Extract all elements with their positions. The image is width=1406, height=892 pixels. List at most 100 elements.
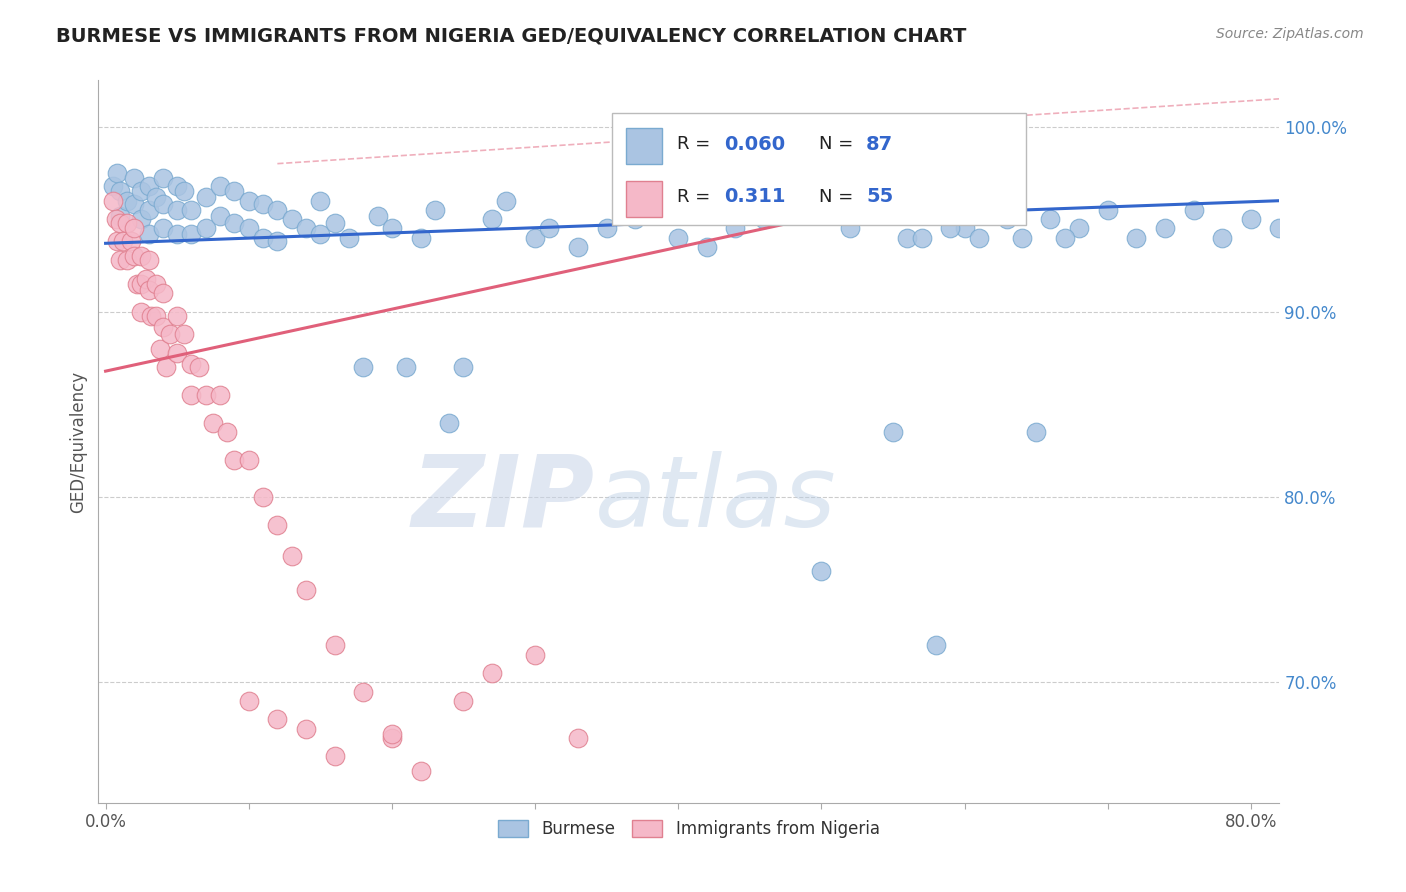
Point <box>138 202 160 217</box>
Text: 55: 55 <box>866 187 893 206</box>
Text: R =: R = <box>678 188 716 206</box>
Point <box>967 231 990 245</box>
Point <box>423 202 446 217</box>
Point <box>108 216 131 230</box>
Point <box>141 309 163 323</box>
Point <box>152 197 174 211</box>
Point <box>567 731 589 745</box>
Point <box>868 202 890 217</box>
Point <box>115 252 138 267</box>
Point <box>1053 231 1076 245</box>
Point <box>453 360 475 375</box>
Point <box>925 638 948 652</box>
Point <box>131 305 153 319</box>
Text: R =: R = <box>678 136 716 153</box>
Point <box>953 221 976 235</box>
Point <box>381 727 404 741</box>
Point <box>1097 202 1119 217</box>
Point <box>138 227 160 241</box>
Point <box>166 178 188 193</box>
Point <box>409 764 432 779</box>
Point <box>131 249 153 263</box>
Point <box>1326 212 1348 227</box>
FancyBboxPatch shape <box>612 112 1025 225</box>
Point <box>122 221 145 235</box>
Point <box>295 722 318 736</box>
Point <box>120 235 142 249</box>
Point <box>194 190 217 204</box>
Point <box>131 277 153 291</box>
Point <box>138 178 160 193</box>
Point <box>131 185 153 199</box>
Text: ZIP: ZIP <box>412 450 595 548</box>
Point <box>224 453 246 467</box>
Point <box>173 327 195 342</box>
Point <box>217 425 239 440</box>
Point <box>1067 221 1090 235</box>
Point <box>538 221 561 235</box>
Point <box>939 221 962 235</box>
Point <box>1125 231 1147 245</box>
Point <box>1211 231 1233 245</box>
Point <box>1296 231 1319 245</box>
Point <box>724 221 747 235</box>
Point <box>1182 202 1205 217</box>
Point <box>252 197 274 211</box>
Point <box>145 277 167 291</box>
Point <box>166 227 188 241</box>
Point <box>337 231 360 245</box>
Point <box>295 221 318 235</box>
Point <box>152 221 174 235</box>
Point <box>108 252 131 267</box>
Point <box>145 190 167 204</box>
Point <box>266 517 288 532</box>
Point <box>209 209 232 223</box>
Point <box>101 194 124 208</box>
Point <box>352 684 374 698</box>
Point <box>138 283 160 297</box>
Point <box>624 212 647 227</box>
Point <box>125 277 148 291</box>
Text: Source: ZipAtlas.com: Source: ZipAtlas.com <box>1216 27 1364 41</box>
Point <box>1240 212 1263 227</box>
Point <box>280 549 302 564</box>
Point <box>910 231 932 245</box>
Text: N =: N = <box>818 188 859 206</box>
Point <box>768 202 790 217</box>
Point <box>105 166 128 180</box>
Y-axis label: GED/Equivalency: GED/Equivalency <box>69 370 87 513</box>
Point <box>309 227 332 241</box>
Point <box>152 171 174 186</box>
Point <box>194 388 217 402</box>
Point <box>1011 231 1033 245</box>
Point <box>180 388 202 402</box>
Point <box>323 638 346 652</box>
Point <box>131 212 153 227</box>
Point <box>1025 425 1047 440</box>
Point <box>395 360 418 375</box>
Point <box>122 171 145 186</box>
Point <box>1268 221 1291 235</box>
Point <box>135 271 157 285</box>
Point <box>152 319 174 334</box>
Point <box>252 231 274 245</box>
Point <box>252 490 274 504</box>
Point <box>524 231 547 245</box>
Text: atlas: atlas <box>595 450 837 548</box>
Text: N =: N = <box>818 136 859 153</box>
Point <box>810 564 832 578</box>
Point <box>323 749 346 764</box>
Point <box>882 425 904 440</box>
Point <box>381 221 404 235</box>
Point <box>997 212 1019 227</box>
Bar <box>626 128 662 164</box>
Point <box>104 212 127 227</box>
Point <box>367 209 389 223</box>
Point <box>111 235 134 249</box>
Point <box>180 357 202 371</box>
Point <box>187 360 209 375</box>
Point <box>152 286 174 301</box>
Point <box>166 309 188 323</box>
Point <box>266 713 288 727</box>
Text: 0.060: 0.060 <box>724 135 786 153</box>
